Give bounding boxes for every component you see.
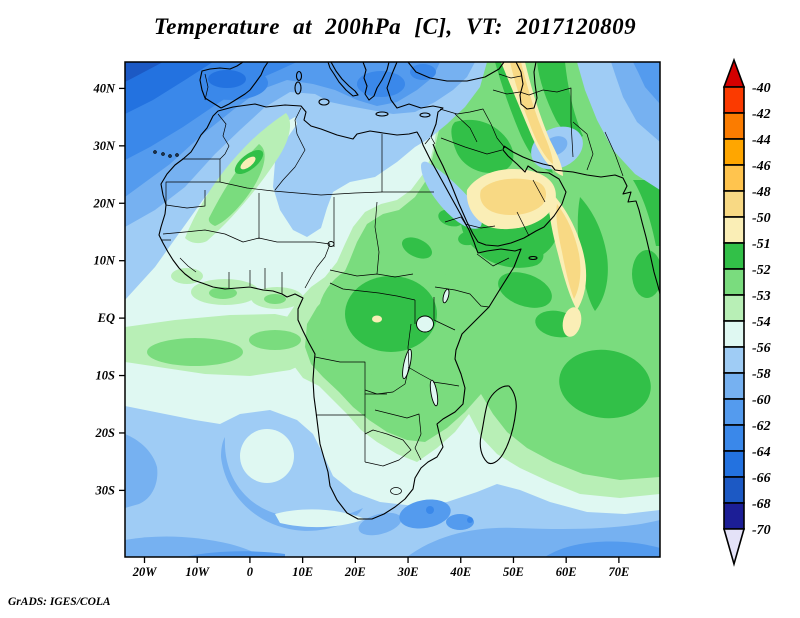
plot-group: 20W 10W 0 10E 20E 30E 40E 50E 60E 70E 40N 30N 20N 10N… (92, 62, 662, 579)
colorbar-arrow-bottom (724, 529, 744, 564)
colorbar-label: -54 (752, 315, 771, 330)
axis-tick-label: 60E (556, 565, 577, 579)
axis-tick-label: 0 (247, 565, 254, 579)
colorbar-label: -48 (752, 185, 771, 200)
colorbar-segment (724, 503, 744, 529)
colorbar-label: -56 (752, 341, 771, 356)
credit-text: GrADS: IGES/COLA (8, 596, 111, 608)
colorbar-label: -58 (752, 367, 771, 382)
colorbar-segment (724, 113, 744, 139)
colorbar-segment (724, 269, 744, 295)
colorbar-segment (724, 477, 744, 503)
colorbar-label: -44 (752, 133, 771, 148)
axis-tick-label: 10E (292, 565, 313, 579)
axis-tick-label: 50E (503, 565, 524, 579)
map-shape (240, 429, 294, 483)
axis-tick-label: 30S (95, 483, 116, 497)
colorbar-segment (724, 191, 744, 217)
grads-plot-page: Temperature at 200hPa [C], VT: 201712080… (0, 0, 800, 618)
map-svg: 20W 10W 0 10E 20E 30E 40E 50E 60E 70E 40N 30N 20N 10N… (70, 57, 670, 582)
colorbar-label: -64 (752, 445, 771, 460)
map-shape (632, 250, 662, 298)
field-layer (125, 62, 662, 557)
colorbar-label: -52 (752, 263, 771, 278)
colorbar-segment (724, 347, 744, 373)
colorbar-label: -53 (752, 289, 771, 304)
colorbar-label: -50 (752, 211, 771, 226)
colorbar-segment (724, 399, 744, 425)
axis-tick-label: 20N (92, 196, 116, 210)
axis-tick-label: 20W (132, 565, 158, 579)
map-shape (357, 71, 405, 97)
axis-tick-label: 40E (449, 565, 471, 579)
colorbar-label: -66 (752, 471, 771, 486)
colorbar: -40 -42 -44 -46 -48 -50 -51 -52 -53 -54 -56 -58 -60 -… (716, 55, 800, 585)
axis-tick-label: 30N (92, 139, 116, 153)
colorbar-segment (724, 321, 744, 347)
plot-title: Temperature at 200hPa [C], VT: 201712080… (0, 14, 790, 40)
axis-tick-label: 10S (96, 369, 116, 383)
map-shape (264, 294, 286, 304)
map-shape (426, 506, 434, 514)
axis-tick-label: 10W (185, 565, 210, 579)
map-shape (249, 330, 301, 350)
colorbar-segment (724, 217, 744, 243)
colorbar-label: -60 (752, 393, 771, 408)
colorbar-segment (724, 451, 744, 477)
colorbar-segment (724, 295, 744, 321)
colorbar-svg: -40 -42 -44 -46 -48 -50 -51 -52 -53 -54 -56 -58 -60 -… (716, 55, 800, 585)
map-shape (147, 338, 243, 366)
colorbar-label: -40 (752, 81, 771, 96)
map-shape (345, 276, 437, 352)
colorbar-label: -51 (752, 237, 771, 252)
colorbar-segment (724, 139, 744, 165)
colorbar-segment (724, 425, 744, 451)
map-shape (410, 64, 436, 80)
axis-tick-label: 40N (92, 81, 116, 95)
map-shape (372, 316, 382, 323)
axis-tick-label: 20E (344, 565, 366, 579)
lake-victoria (417, 316, 434, 332)
colorbar-label: -42 (752, 107, 771, 122)
colorbar-label: -62 (752, 419, 771, 434)
axis-tick-label: 70E (608, 565, 629, 579)
axis-tick-label: 20S (95, 426, 116, 440)
colorbar-label: -70 (752, 523, 771, 538)
colorbar-segment (724, 373, 744, 399)
axis-tick-label: EQ (97, 311, 115, 325)
axis-tick-label: 30E (397, 565, 419, 579)
colorbar-arrow-top (724, 60, 744, 87)
map-area: 20W 10W 0 10E 20E 30E 40E 50E 60E 70E 40N 30N 20N 10N… (70, 57, 670, 582)
colorbar-segment (724, 165, 744, 191)
colorbar-segment (724, 87, 744, 113)
colorbar-label: -46 (752, 159, 771, 174)
map-shape (467, 517, 473, 523)
axis-tick-label: 10N (93, 254, 116, 268)
colorbar-segment (724, 243, 744, 269)
map-shape (208, 70, 246, 88)
colorbar-label: -68 (752, 497, 771, 512)
